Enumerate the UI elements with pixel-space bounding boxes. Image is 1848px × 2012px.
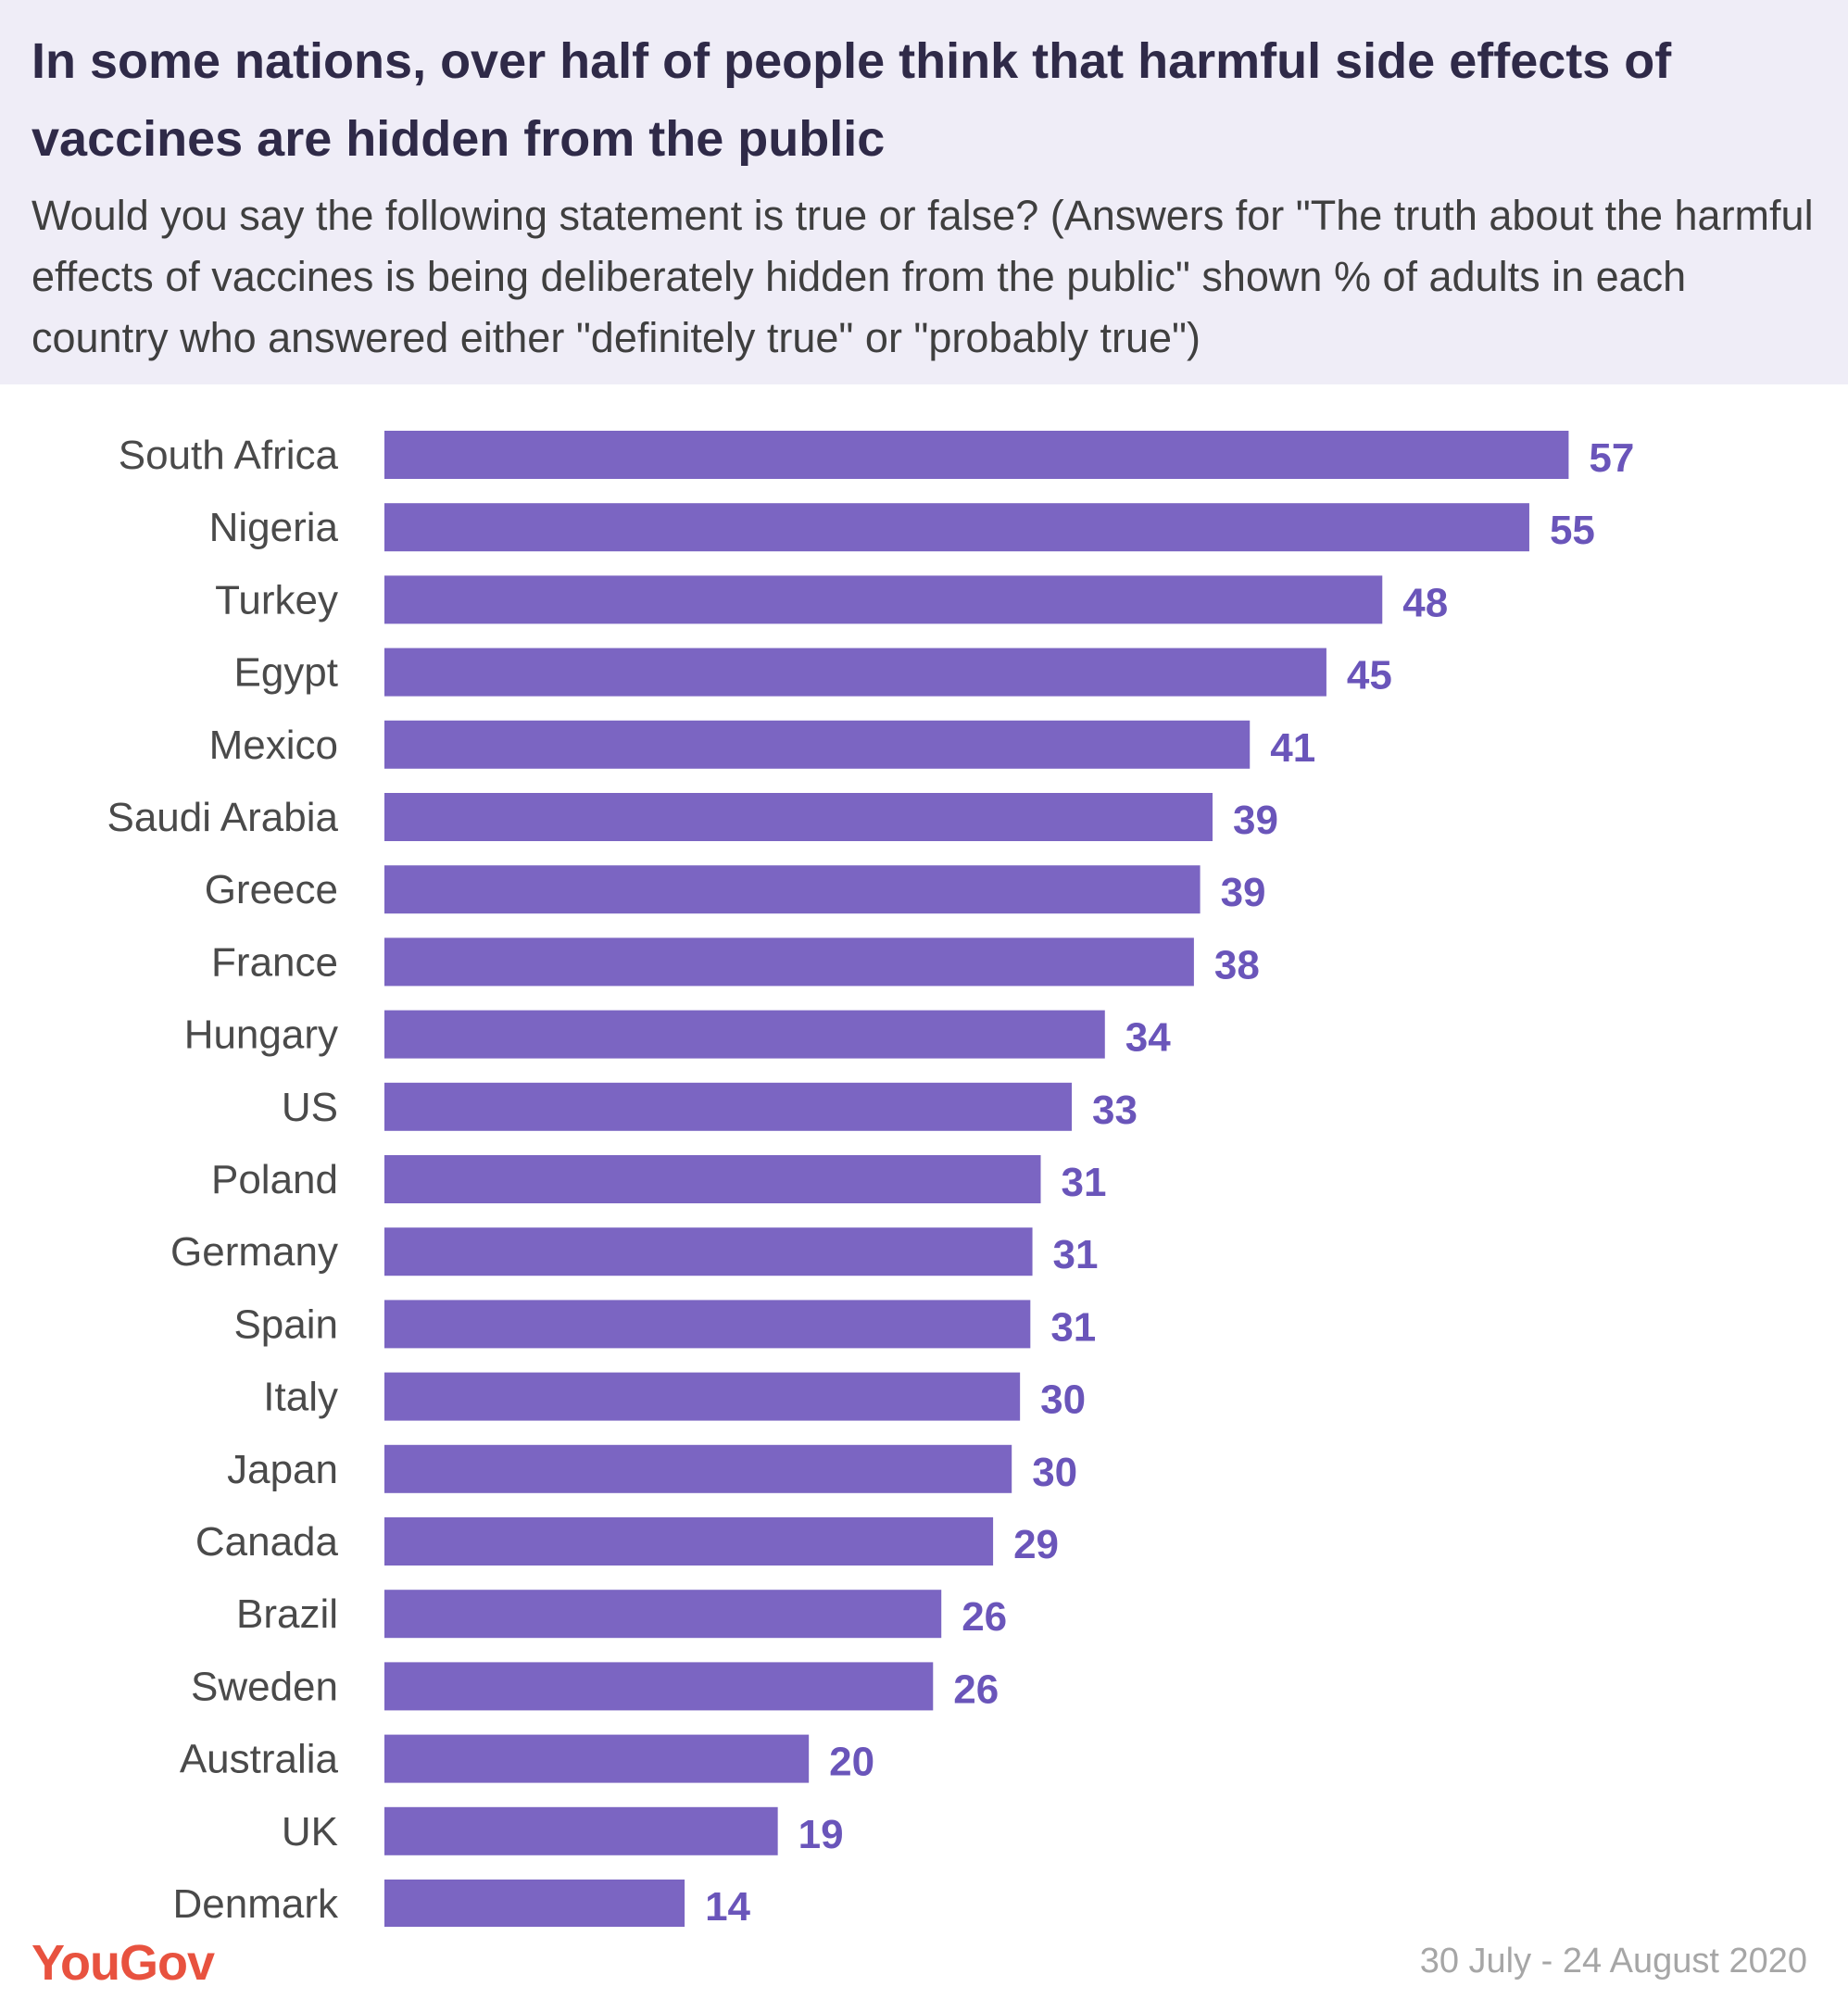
header-panel: In some nations, over half of people thi… [0,0,1848,384]
value-label-us: 33 [1092,1088,1138,1133]
value-label-saudi-arabia: 39 [1233,798,1278,843]
category-label-greece: Greece [205,867,338,912]
value-label-brazil: 26 [962,1594,1007,1640]
category-label-canada: Canada [195,1519,339,1565]
value-label-sweden: 26 [953,1666,999,1712]
value-label-hungary: 34 [1125,1015,1171,1061]
bar-saudi-arabia [384,793,1213,841]
bar-poland [384,1155,1041,1203]
bar-canada [384,1517,994,1566]
category-label-sweden: Sweden [191,1664,338,1709]
value-label-turkey: 48 [1402,580,1448,625]
category-label-australia: Australia [180,1737,339,1782]
bar-egypt [384,648,1326,697]
value-label-south-africa: 57 [1589,435,1634,481]
bar-france [384,937,1194,987]
value-label-greece: 39 [1221,870,1266,915]
category-label-us: US [282,1085,338,1130]
value-label-spain: 31 [1050,1304,1096,1350]
category-label-mexico: Mexico [209,723,338,768]
bar-greece [384,865,1201,914]
chart-title: In some nations, over half of people thi… [31,33,1672,167]
category-label-egypt: Egypt [233,650,338,696]
value-label-uk: 19 [798,1812,844,1857]
category-label-nigeria: Nigeria [209,505,339,550]
category-label-italy: Italy [263,1375,338,1420]
category-label-germany: Germany [170,1229,338,1275]
value-label-france: 38 [1214,942,1260,987]
category-label-spain: Spain [233,1302,338,1347]
category-label-france: France [211,939,338,985]
bar-chart: South Africa 57 Nigeria 55 Turkey 48 Egypt 45 Me… [107,431,1634,1927]
bar-turkey [384,575,1383,624]
bar-mexico [384,720,1251,769]
bar-south-africa [384,431,1569,479]
value-label-denmark: 14 [705,1884,750,1927]
category-label-poland: Poland [211,1157,338,1202]
value-label-nigeria: 55 [1550,508,1595,553]
bar-us [384,1082,1073,1131]
value-label-canada: 29 [1013,1522,1059,1567]
bar-japan [384,1444,1012,1493]
category-label-saudi-arabia: Saudi Arabia [107,795,338,840]
category-label-south-africa: South Africa [119,433,339,478]
bar-denmark [384,1880,685,1927]
category-label-uk: UK [282,1809,338,1855]
value-label-japan: 30 [1032,1450,1077,1495]
value-label-australia: 20 [829,1740,874,1785]
bar-australia [384,1734,810,1783]
category-label-brazil: Brazil [236,1591,338,1637]
category-label-denmark: Denmark [173,1881,339,1927]
yougov-logo: YouGov [31,1935,215,1991]
category-label-turkey: Turkey [215,577,338,622]
chart-subtitle: Would you say the following statement is… [31,192,1814,361]
value-label-mexico: 41 [1270,725,1315,771]
category-label-japan: Japan [227,1447,338,1492]
bar-italy [384,1372,1021,1421]
bar-hungary [384,1010,1105,1059]
survey-date: 30 July - 24 August 2020 [1419,1942,1807,1981]
bar-nigeria [384,503,1529,552]
bar-germany [384,1227,1033,1276]
value-label-italy: 30 [1040,1377,1086,1423]
bar-sweden [384,1662,934,1711]
value-label-egypt: 45 [1347,653,1392,698]
bar-uk [384,1806,778,1855]
bar-spain [384,1300,1031,1349]
value-label-germany: 31 [1053,1232,1099,1277]
value-label-poland: 31 [1061,1160,1106,1205]
bar-brazil [384,1590,942,1639]
category-label-hungary: Hungary [184,1012,338,1058]
